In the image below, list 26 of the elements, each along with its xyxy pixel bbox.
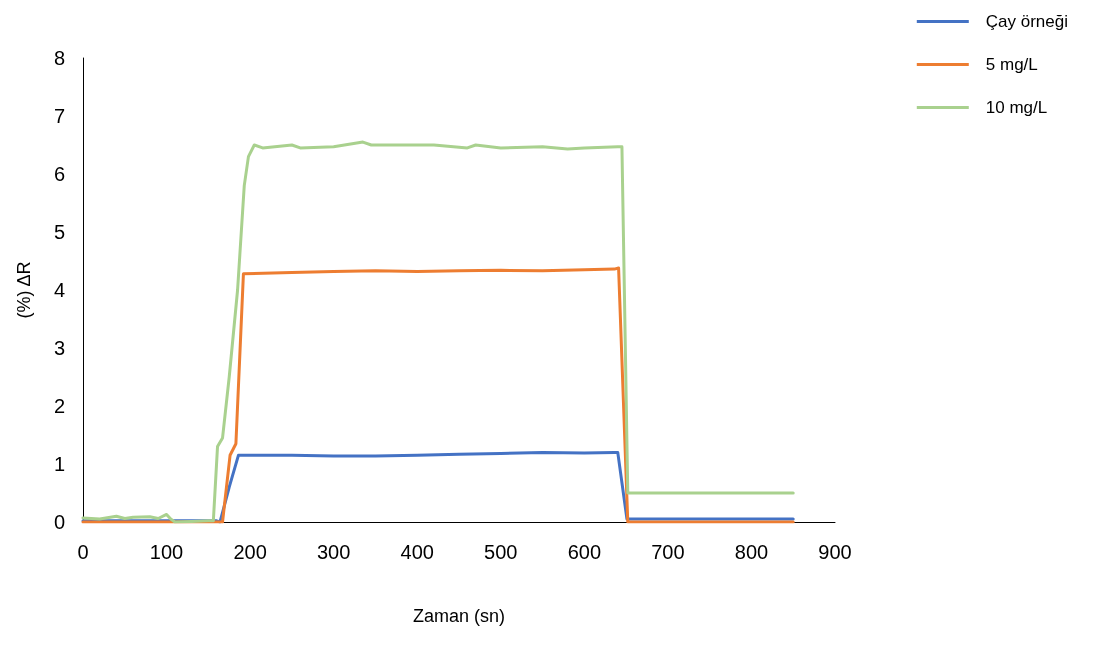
x-tick-label: 100 xyxy=(149,541,184,563)
y-tick-label: 2 xyxy=(53,395,65,417)
x-tick-label: 400 xyxy=(400,541,434,563)
y-axis-title: (%) ΔR xyxy=(14,261,34,319)
y-tick-label: 4 xyxy=(53,279,65,301)
x-tick-label: 700 xyxy=(651,541,685,563)
legend-label: 5 mg/L xyxy=(985,55,1038,74)
line-series xyxy=(81,140,795,524)
x-tick-label: 500 xyxy=(484,541,518,563)
y-tick-label: 0 xyxy=(53,511,65,533)
y-tick-label: 5 xyxy=(53,221,65,243)
x-tick-label: 200 xyxy=(233,541,267,563)
x-axis-title: Zaman (sn) xyxy=(412,606,506,626)
x-tick-label: 600 xyxy=(567,541,602,563)
line-series xyxy=(81,266,795,524)
legend-label: 10 mg/L xyxy=(985,98,1048,117)
x-tick-label: 300 xyxy=(316,541,351,563)
legend-label: Çay örneği xyxy=(985,12,1069,31)
y-tick-label: 6 xyxy=(53,163,65,185)
y-tick-label: 7 xyxy=(53,105,65,127)
y-tick-label: 1 xyxy=(53,453,65,475)
x-tick-label: 800 xyxy=(734,541,769,563)
y-tick-label: 8 xyxy=(53,47,65,69)
y-tick-label: 3 xyxy=(53,337,65,359)
x-tick-label: 900 xyxy=(818,541,852,563)
x-tick-label: 0 xyxy=(77,541,89,563)
